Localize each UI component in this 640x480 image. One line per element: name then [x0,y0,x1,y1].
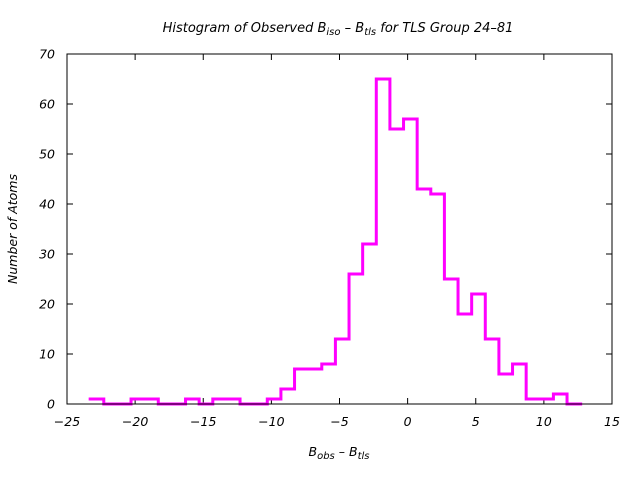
x-tick-label: −20 [122,414,148,429]
histogram-bin [322,364,336,404]
histogram-bin [363,244,377,404]
histogram-bin [226,399,240,404]
x-tick-label: −5 [330,414,348,429]
x-tick-label: −15 [190,414,216,429]
histogram-bin [308,369,322,404]
tick-labels: −25 −20 −15 −10 −5 0 5 10 15 0 10 20 30 40 50 60 70 [39,47,620,430]
histogram-bin [431,194,445,404]
histogram-bin [485,339,499,404]
chart-title: Histogram of Observed Biso – Btls for TL… [163,21,514,38]
histogram-bin [213,399,227,404]
histogram-bin [540,399,554,404]
y-tick-label: 0 [47,397,55,412]
x-axis-label: Bobs – Btls [309,444,370,462]
histogram-bin [417,189,431,404]
histogram-bin [90,399,104,404]
x-tick-label: 5 [472,414,480,429]
histogram-bin [131,399,145,404]
x-tick-label: 10 [536,414,552,429]
histogram-bin [513,364,527,404]
plot-frame [66,53,613,405]
x-tick-label: 15 [604,414,620,429]
x-tick-label: −25 [54,414,80,429]
histogram-bin [295,369,309,404]
x-tick-label: −10 [258,414,284,429]
histogram-bin [390,129,404,404]
histogram-bin [472,294,486,404]
y-tick-label: 60 [39,97,55,112]
histogram-bin [499,374,513,404]
y-tick-label: 10 [39,347,55,362]
histogram-bin [458,314,472,404]
histogram-bin [267,399,281,404]
histogram-bin [404,119,418,404]
histogram-bin [335,339,349,404]
histogram-bin [376,79,390,404]
x-tick-label: 0 [404,414,412,429]
y-axis-label: Number of Atoms [5,174,20,284]
histogram-bin [349,274,363,404]
y-tick-label: 50 [39,147,55,162]
histogram-bin [553,394,567,404]
histogram-bin [186,399,200,404]
histogram-bin [281,389,295,404]
histogram-bin [526,399,540,404]
histogram-bin [444,279,458,404]
histogram-bins [90,79,567,404]
y-tick-label: 40 [39,197,55,212]
y-tick-label: 70 [39,47,55,62]
histogram-series [88,77,583,406]
y-tick-label: 20 [39,297,55,312]
y-tick-label: 30 [39,247,55,262]
histogram-bin [145,399,159,404]
